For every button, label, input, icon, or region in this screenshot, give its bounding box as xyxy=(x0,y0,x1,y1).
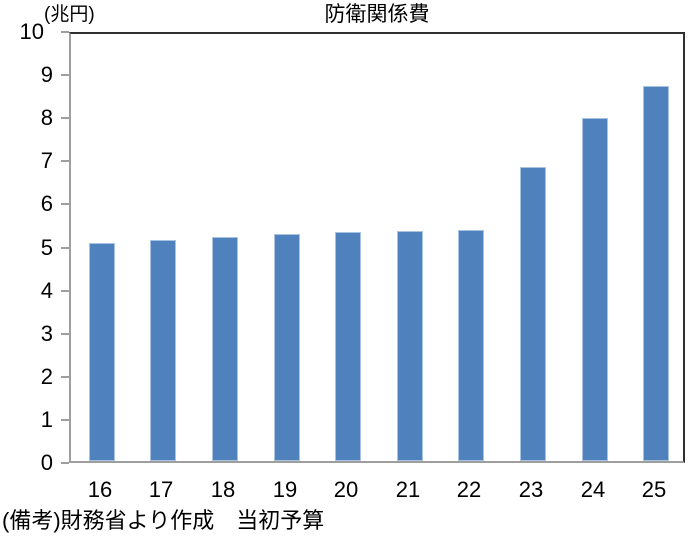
chart-title: 防衛関係費 xyxy=(324,3,430,26)
bar-20 xyxy=(335,232,361,461)
source-note: (備考)財務省より作成 当初予算 xyxy=(2,508,325,533)
y-axis-unit-label: (兆円) xyxy=(44,4,95,25)
y-tick-mark xyxy=(61,462,69,464)
x-axis-label: 19 xyxy=(272,477,298,502)
bar-18 xyxy=(212,237,238,461)
y-tick-mark xyxy=(61,290,69,292)
y-axis-label: 9 xyxy=(40,62,53,87)
y-axis-label: 7 xyxy=(40,148,53,173)
y-tick-mark xyxy=(61,74,69,76)
y-axis-label: 1 xyxy=(40,407,53,432)
y-tick-mark xyxy=(61,117,69,119)
y-axis-label: 3 xyxy=(40,321,53,346)
bar-22 xyxy=(458,230,484,461)
y-axis-label: 10 xyxy=(19,19,44,44)
y-tick-mark xyxy=(61,160,69,162)
y-axis-label: 5 xyxy=(40,235,53,260)
plot-area xyxy=(69,32,685,463)
bar-17 xyxy=(150,240,176,461)
y-axis-label: 0 xyxy=(40,450,53,475)
y-tick-mark xyxy=(61,419,69,421)
x-axis-label: 23 xyxy=(518,477,544,502)
y-axis-label: 4 xyxy=(40,278,53,303)
x-axis-label: 20 xyxy=(333,477,359,502)
bar-23 xyxy=(520,167,546,461)
y-axis-label: 2 xyxy=(40,364,53,389)
x-axis-label: 25 xyxy=(641,477,667,502)
y-axis-label: 8 xyxy=(40,105,53,130)
bar-24 xyxy=(582,118,608,461)
bar-25 xyxy=(643,86,669,461)
y-axis-label: 6 xyxy=(40,191,53,216)
bar-19 xyxy=(274,234,300,461)
x-axis-label: 18 xyxy=(210,477,236,502)
y-tick-mark xyxy=(61,203,69,205)
y-tick-mark xyxy=(61,247,69,249)
bar-16 xyxy=(89,243,115,461)
x-axis-label: 22 xyxy=(456,477,482,502)
x-axis-label: 21 xyxy=(395,477,421,502)
y-tick-mark xyxy=(61,31,69,33)
y-tick-mark xyxy=(61,376,69,378)
x-axis-label: 24 xyxy=(580,477,606,502)
y-tick-mark xyxy=(61,333,69,335)
bar-21 xyxy=(397,231,423,461)
x-axis-label: 17 xyxy=(148,477,174,502)
x-axis-label: 16 xyxy=(87,477,113,502)
